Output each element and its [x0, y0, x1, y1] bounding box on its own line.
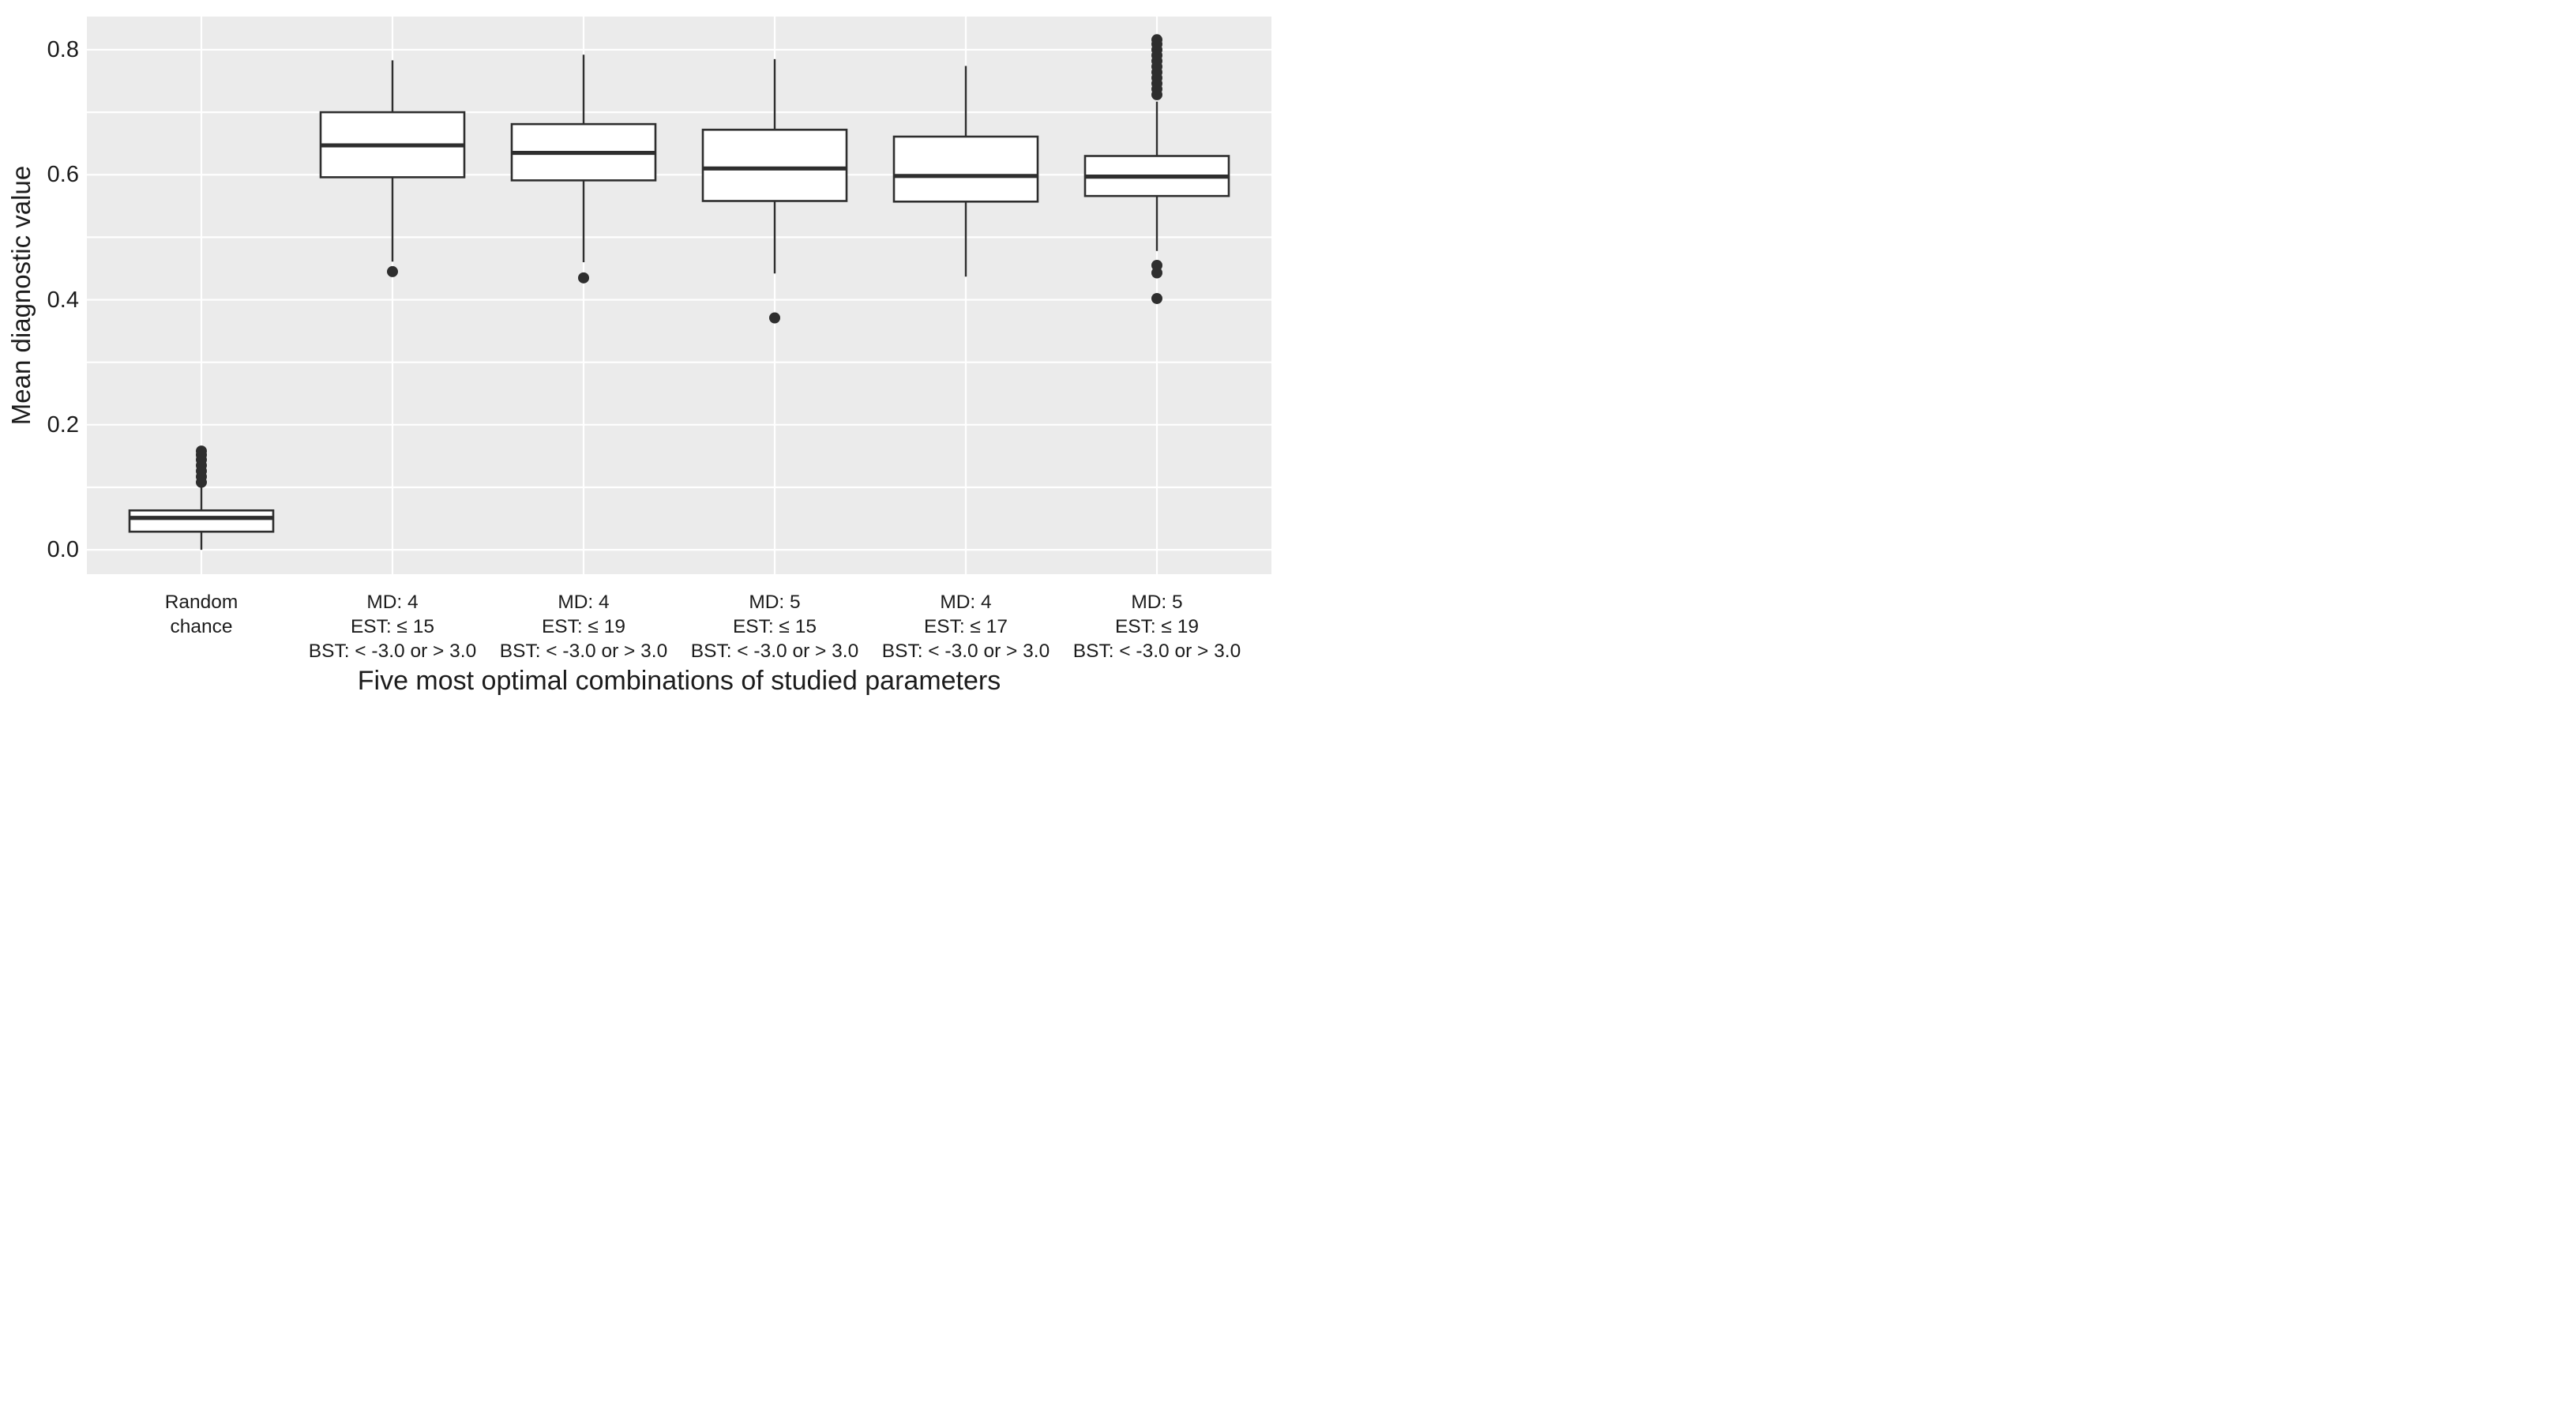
x-category-label-line: BST: < -3.0 or > 3.0: [308, 641, 477, 662]
x-category-label-line: EST: ≤ 15: [732, 616, 817, 637]
outlier-dot: [196, 445, 207, 457]
outlier-dot: [387, 265, 398, 277]
x-category-label: MD: 4 EST: ≤ 15 BST: < -3.0 or > 3.0: [266, 590, 519, 663]
x-category-label: MD: 5 EST: ≤ 15 BST: < -3.0 or > 3.0: [648, 590, 901, 663]
plot-panel: [87, 17, 1271, 574]
x-category-label-line: EST: ≤ 19: [1114, 616, 1200, 637]
x-category-label-line: BST: < -3.0 or > 3.0: [881, 641, 1050, 662]
x-category-label-line: EST: ≤ 19: [541, 616, 626, 637]
y-tick-label: 0.4: [47, 287, 79, 313]
chart-canvas: [87, 17, 1271, 574]
outlier-dot: [1151, 260, 1162, 272]
iqr-box: [701, 128, 848, 202]
iqr-box: [128, 509, 275, 533]
x-category-label: MD: 4 EST: ≤ 17 BST: < -3.0 or > 3.0: [839, 590, 1092, 663]
x-category-label: MD: 4 EST: ≤ 19 BST: < -3.0 or > 3.0: [457, 590, 710, 663]
x-category-label-line: BST: < -3.0 or > 3.0: [499, 641, 668, 662]
x-category-label-line: EST: ≤ 17: [923, 616, 1008, 637]
x-category-label-line: MD: 4: [366, 592, 419, 613]
x-category-label-line: MD: 4: [940, 592, 992, 613]
y-tick-label: 0.8: [47, 36, 79, 62]
y-tick-label: 0.6: [47, 162, 79, 188]
outlier-dot: [769, 312, 780, 324]
outlier-dot: [1151, 292, 1162, 304]
x-category-label-line: MD: 4: [558, 592, 610, 613]
y-tick-label: 0.0: [47, 537, 79, 563]
x-category-label-line: Random: [164, 592, 238, 613]
x-category-label-line: BST: < -3.0 or > 3.0: [690, 641, 859, 662]
x-category-label-line: MD: 5: [749, 592, 801, 613]
x-category-label-line: MD: 5: [1131, 592, 1183, 613]
x-category-label-line: BST: < -3.0 or > 3.0: [1072, 641, 1241, 662]
x-axis-title: Five most optimal combinations of studie…: [357, 666, 1001, 696]
y-tick-label: 0.2: [47, 411, 79, 438]
x-category-label: MD: 5 EST: ≤ 19 BST: < -3.0 or > 3.0: [1031, 590, 1283, 663]
x-category-label-line: EST: ≤ 15: [350, 616, 435, 637]
x-category-label-line: chance: [170, 616, 233, 637]
outlier-dot: [1151, 34, 1162, 46]
iqr-box: [892, 135, 1039, 203]
x-category-label: Random chance: [75, 590, 328, 639]
outlier-dot: [578, 272, 589, 284]
boxplot-figure: Mean diagnostic value Five most optimal …: [0, 0, 1288, 704]
